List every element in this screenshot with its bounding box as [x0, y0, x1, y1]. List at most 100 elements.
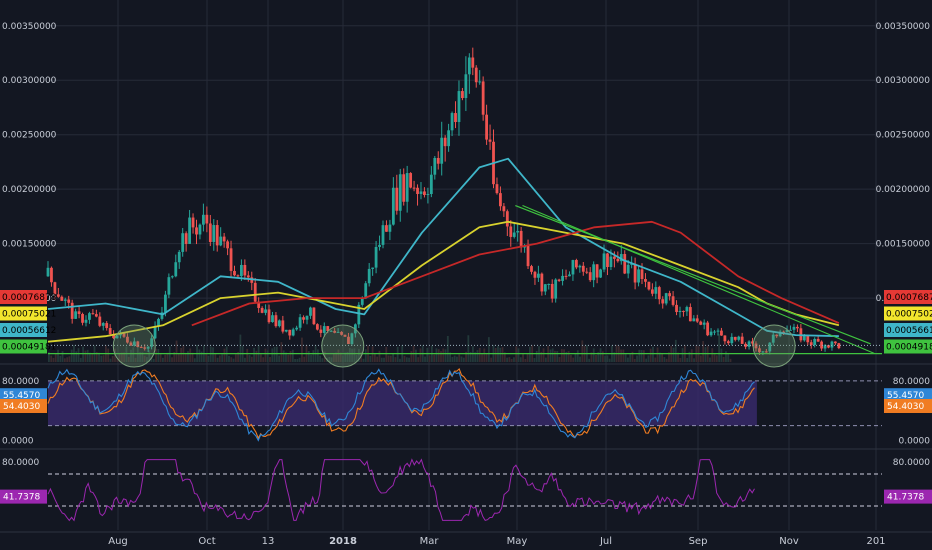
volume-bar [230, 357, 233, 362]
stoch-axis-tick-right: 0.0000 [899, 437, 931, 447]
candle-body [212, 225, 216, 242]
candle-body [761, 351, 765, 353]
candle-body [485, 114, 489, 140]
candle-body [198, 224, 202, 235]
volume-bar [727, 353, 730, 362]
volume-bar [207, 355, 210, 362]
candle-body [740, 336, 744, 344]
volume-bar [453, 355, 456, 362]
volume-bar [392, 353, 395, 362]
highlight-circle [112, 324, 156, 368]
volume-bar [84, 350, 87, 362]
volume-bar [155, 348, 157, 362]
candle-body [723, 335, 727, 342]
candle-body [322, 326, 326, 333]
volume-bar [604, 355, 607, 362]
volume-bar [442, 348, 445, 362]
candle-body [360, 298, 364, 305]
volume-bar [440, 351, 442, 362]
candle-body [291, 329, 295, 336]
candle-body [391, 187, 395, 225]
volume-bar [228, 355, 230, 362]
volume-bar [328, 356, 331, 362]
candle-body [157, 318, 160, 327]
volume-bar [173, 352, 176, 362]
candle-body [60, 296, 64, 301]
candle-body [63, 299, 67, 301]
volume-bar [460, 356, 463, 362]
volume-bar [262, 357, 265, 362]
volume-bar [715, 355, 718, 362]
volume-bar [380, 357, 383, 362]
candle-body [388, 224, 392, 232]
price-badge-right [884, 323, 932, 337]
volume-bar [458, 354, 461, 362]
volume-bar [346, 352, 349, 362]
volume-bar [469, 351, 472, 362]
candle-body [243, 264, 247, 276]
candle-body [233, 270, 236, 276]
candle-body [827, 345, 830, 348]
candle-body [101, 323, 105, 326]
price-axis-tick-right: 0.00200000 [876, 185, 931, 195]
volume-bar [565, 351, 568, 362]
volume-bar [68, 356, 71, 362]
candle-body [564, 275, 568, 277]
candle-body [547, 283, 551, 285]
candle-body [467, 57, 471, 75]
highlight-circle [321, 324, 365, 368]
volume-bar [166, 352, 169, 362]
candle-body [174, 262, 178, 277]
candle-body [288, 329, 292, 336]
volume-bar [266, 350, 269, 362]
price-axis-tick-left: 0.00350000 [2, 22, 57, 32]
volume-bar [672, 347, 675, 362]
candle-body [260, 307, 264, 313]
stoch-badge-right-label: 54.4030 [887, 402, 924, 412]
candle-body [499, 193, 502, 207]
candle-body [706, 322, 710, 336]
candle-body [664, 293, 668, 304]
candle-body [284, 329, 288, 332]
volume-bar [711, 348, 714, 362]
volume-bar [59, 355, 62, 362]
volume-bar [579, 356, 581, 362]
volume-bar [143, 355, 146, 362]
candle-body [340, 331, 343, 335]
volume-bar [601, 351, 604, 362]
candle-body [461, 91, 464, 99]
candle-body [429, 174, 433, 195]
volume-bar [321, 358, 324, 362]
candle-body [657, 287, 661, 300]
candle-body [170, 276, 174, 278]
candle-body [612, 256, 616, 259]
candle-body [554, 279, 558, 299]
candle-body [416, 187, 419, 194]
candle-body [257, 301, 261, 308]
candle-body [122, 332, 126, 337]
candle-body [112, 334, 116, 339]
volume-bar [63, 358, 66, 362]
candle-body [302, 317, 305, 320]
candle-body [88, 313, 91, 320]
moving-average-line [47, 157, 839, 338]
volume-bar [524, 358, 527, 362]
volume-bar [189, 348, 192, 362]
volume-bar [216, 357, 219, 362]
candle-body [277, 320, 281, 327]
volume-bar [435, 348, 438, 362]
candle-body [688, 307, 692, 322]
volume-bar [353, 348, 356, 362]
volume-bar [282, 350, 285, 362]
candle-body [813, 338, 817, 345]
volume-bar [310, 354, 312, 362]
volume-bar [248, 355, 251, 362]
candle-body [730, 336, 734, 344]
candle-body [450, 113, 454, 131]
stoch-badge-right [884, 388, 932, 403]
volume-bar [417, 357, 420, 362]
candle-body [678, 310, 682, 312]
volume-bar [729, 358, 732, 362]
volume-bar [462, 357, 465, 362]
